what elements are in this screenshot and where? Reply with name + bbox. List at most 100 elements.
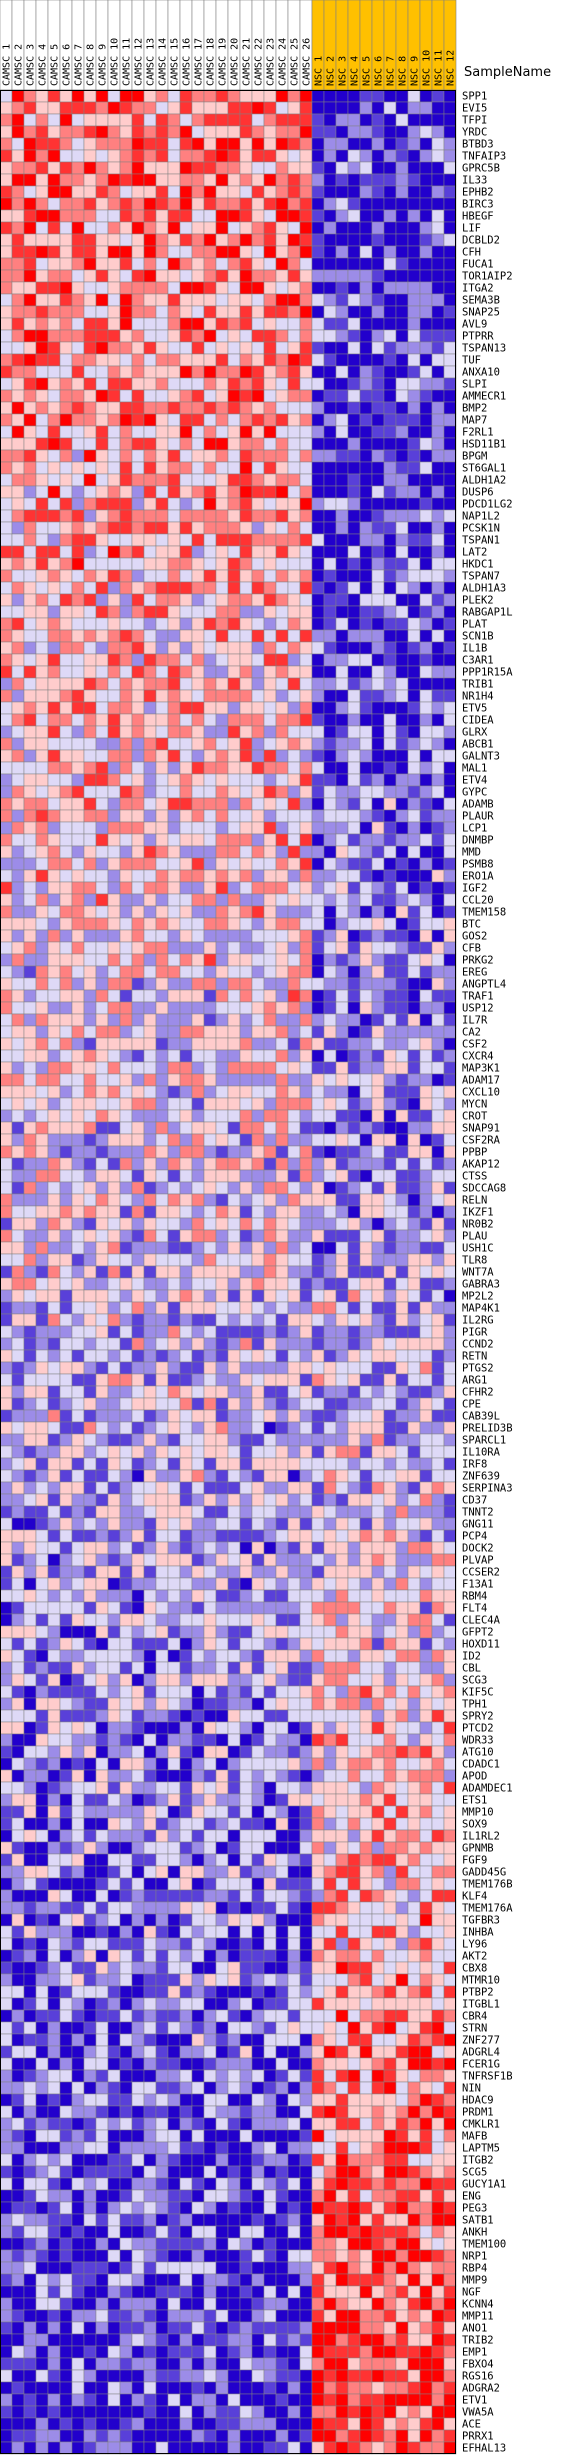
heatmap-cell: [335, 1625, 349, 1639]
heatmap-cell: [179, 1253, 193, 1267]
heatmap-cell: [407, 1577, 421, 1591]
heatmap-cell: [335, 977, 349, 991]
heatmap-cell: [131, 1193, 145, 1207]
column-label: CAMSC 2: [14, 44, 25, 86]
column-label: NSC 4: [350, 56, 361, 86]
heatmap-cell: [179, 1205, 193, 1219]
heatmap-cell: [215, 89, 229, 103]
heatmap-cell: [23, 1421, 37, 1435]
heatmap-cell: [359, 113, 373, 127]
heatmap-cell: [275, 1421, 289, 1435]
heatmap-cell: [323, 641, 337, 655]
heatmap-cell: [0, 749, 13, 763]
heatmap-cell: [299, 1217, 313, 1231]
heatmap-cell: [431, 1601, 445, 1615]
heatmap-cell: [191, 785, 205, 799]
heatmap-cell: [323, 773, 337, 787]
heatmap-cell: [71, 857, 85, 871]
heatmap-cell: [23, 1613, 37, 1627]
heatmap-cell: [335, 653, 349, 667]
heatmap-cell: [179, 689, 193, 703]
heatmap-cell: [431, 1025, 445, 1039]
heatmap-cell: [203, 989, 217, 1003]
heatmap-cell: [275, 677, 289, 691]
heatmap-cell: [0, 941, 13, 955]
heatmap-cell: [155, 365, 169, 379]
heatmap-cell: [407, 1301, 421, 1315]
heatmap-cell: [311, 917, 325, 931]
heatmap-cell: [347, 773, 361, 787]
heatmap-cell: [263, 1553, 277, 1567]
heatmap-cell: [275, 881, 289, 895]
heatmap-cell: [131, 533, 145, 547]
heatmap-cell: [311, 965, 325, 979]
heatmap-cell: [335, 1049, 349, 1063]
heatmap-cell: [215, 1325, 229, 1339]
heatmap-cell: [47, 497, 61, 511]
heatmap-cell: [71, 1229, 85, 1243]
heatmap-cell: [47, 1229, 61, 1243]
heatmap-cell: [347, 449, 361, 463]
heatmap-cell: [263, 1361, 277, 1375]
heatmap-cell: [23, 1493, 37, 1507]
heatmap-cell: [347, 1577, 361, 1591]
heatmap-cell: [239, 161, 253, 175]
heatmap-cell: [131, 1121, 145, 1135]
heatmap-cell: [287, 1589, 301, 1603]
heatmap-cell: [59, 1421, 73, 1435]
heatmap-cell: [251, 245, 265, 259]
heatmap-cell: [0, 629, 13, 643]
heatmap-cell: [323, 797, 337, 811]
heatmap-cell: [287, 1277, 301, 1291]
heatmap-cell: [431, 545, 445, 559]
heatmap-cell: [215, 593, 229, 607]
heatmap-cell: [215, 281, 229, 295]
heatmap-cell: [167, 497, 181, 511]
heatmap-cell: [443, 1421, 457, 1435]
heatmap-cell: [287, 437, 301, 451]
heatmap-cell: [263, 761, 277, 775]
heatmap-cell: [263, 917, 277, 931]
heatmap-cell: [299, 629, 313, 643]
heatmap-cell: [359, 713, 373, 727]
heatmap-cell: [0, 821, 13, 835]
heatmap-cell: [359, 485, 373, 499]
heatmap-cell: [287, 1361, 301, 1375]
heatmap-cell: [299, 1421, 313, 1435]
heatmap-cell: [0, 1373, 13, 1387]
heatmap-cell: [191, 821, 205, 835]
heatmap-cell: [167, 929, 181, 943]
heatmap-cell: [407, 725, 421, 739]
heatmap-cell: [23, 1229, 37, 1243]
heatmap-cell: [119, 461, 133, 475]
heatmap-cell: [287, 161, 301, 175]
heatmap-cell: [11, 521, 25, 535]
heatmap-cell: [371, 1145, 385, 1159]
heatmap-cell: [119, 653, 133, 667]
heatmap-cell: [323, 821, 337, 835]
heatmap-cell: [407, 197, 421, 211]
heatmap-cell: [359, 1565, 373, 1579]
heatmap-cell: [191, 257, 205, 271]
heatmap-cell: [431, 1205, 445, 1219]
heatmap-cell: [119, 1217, 133, 1231]
heatmap-cell: [311, 221, 325, 235]
heatmap-cell: [323, 1025, 337, 1039]
heatmap-cell: [107, 1025, 121, 1039]
heatmap-cell: [407, 629, 421, 643]
column-label: CAMSC 12: [134, 38, 145, 86]
heatmap-cell: [419, 1085, 433, 1099]
column-label: CAMSC 5: [50, 44, 61, 86]
heatmap-cell: [167, 1421, 181, 1435]
heatmap-cell: [431, 989, 445, 1003]
heatmap-cell: [323, 341, 337, 355]
heatmap-cell: [95, 605, 109, 619]
heatmap-cell: [95, 125, 109, 139]
heatmap-cell: [335, 461, 349, 475]
heatmap-cell: [431, 401, 445, 415]
heatmap-cell: [119, 1421, 133, 1435]
heatmap-cell: [383, 317, 397, 331]
heatmap-cell: [419, 1001, 433, 1015]
heatmap-cell: [287, 149, 301, 163]
heatmap-cell: [419, 1373, 433, 1387]
